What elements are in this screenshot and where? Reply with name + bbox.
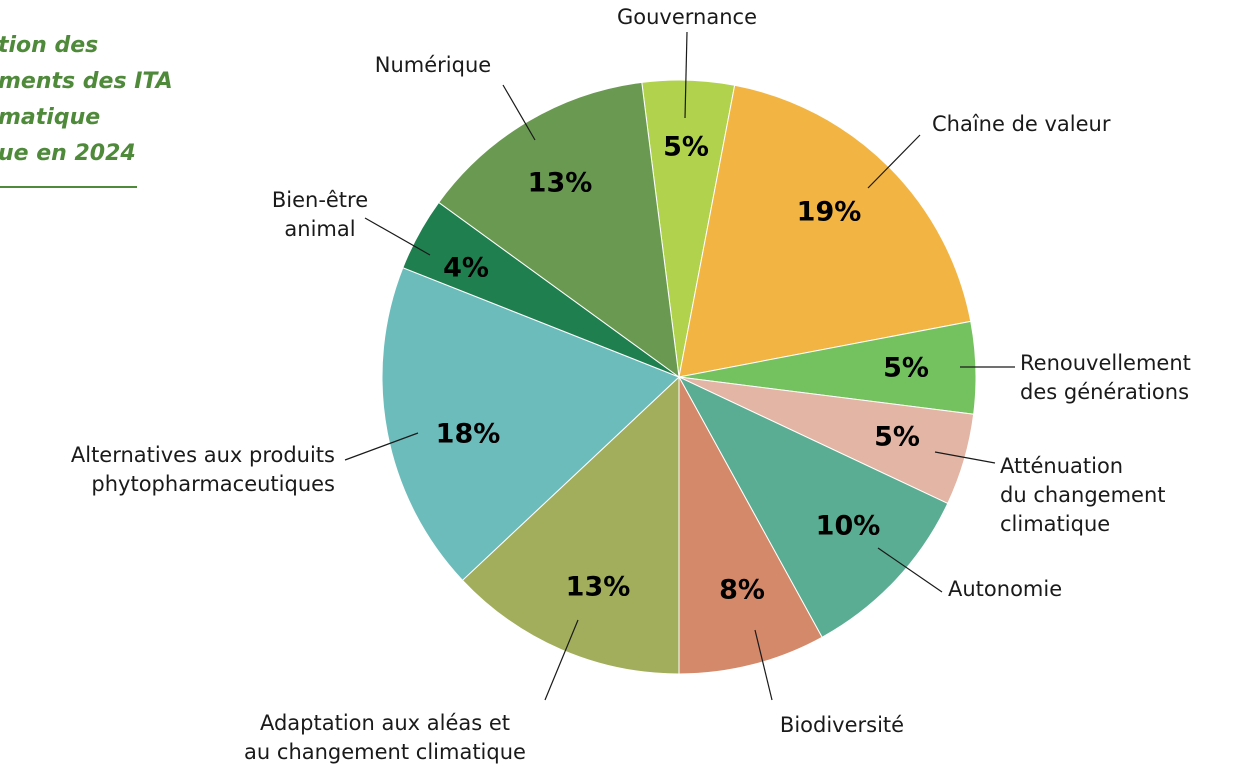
value-label: 13% xyxy=(527,167,593,199)
slice-label: Gouvernance xyxy=(617,5,757,29)
slice-label: Bien-être animal xyxy=(271,188,369,241)
leader-line xyxy=(364,217,431,256)
value-label: 5% xyxy=(883,352,929,384)
slice-label: Renouvellement des générations xyxy=(1020,351,1191,404)
leader-line xyxy=(877,547,943,593)
leader-line xyxy=(544,619,579,701)
value-label: 19% xyxy=(796,196,862,228)
slice-label: Biodiversité xyxy=(779,713,905,737)
chart-title: ments des ITA xyxy=(0,69,173,94)
chart-title: tion des xyxy=(0,33,99,58)
leader-line xyxy=(684,31,688,119)
leader-line xyxy=(934,451,996,464)
pie-slice xyxy=(677,375,949,638)
chart-title: ue en 2024 xyxy=(0,141,136,166)
chart-title: matique xyxy=(0,105,101,130)
value-label: 8% xyxy=(719,574,765,606)
value-label: 5% xyxy=(663,131,709,163)
value-label: 5% xyxy=(874,421,920,453)
value-label: 18% xyxy=(435,418,501,450)
slice-label: Adaptation aux aléas et au changement cl… xyxy=(244,711,526,764)
leader-line xyxy=(754,629,773,701)
slice-label: Chaîne de valeur xyxy=(932,112,1111,136)
pie-slice xyxy=(381,267,680,582)
leader-line xyxy=(502,84,536,141)
leader-line xyxy=(344,432,419,461)
pie-slice xyxy=(678,376,823,675)
slice-label: Atténuation du changement climatique xyxy=(1000,454,1166,536)
slice-label: Numérique xyxy=(374,53,492,77)
value-label: 10% xyxy=(815,510,881,542)
value-label: 4% xyxy=(443,252,489,284)
leader-line xyxy=(867,134,921,189)
pie-slice xyxy=(461,375,680,675)
slice-label: Alternatives aux produits phytopharmaceu… xyxy=(70,443,335,496)
slice-label: Autonomie xyxy=(948,577,1063,601)
pie-slice xyxy=(438,81,680,379)
value-label: 13% xyxy=(565,571,631,603)
